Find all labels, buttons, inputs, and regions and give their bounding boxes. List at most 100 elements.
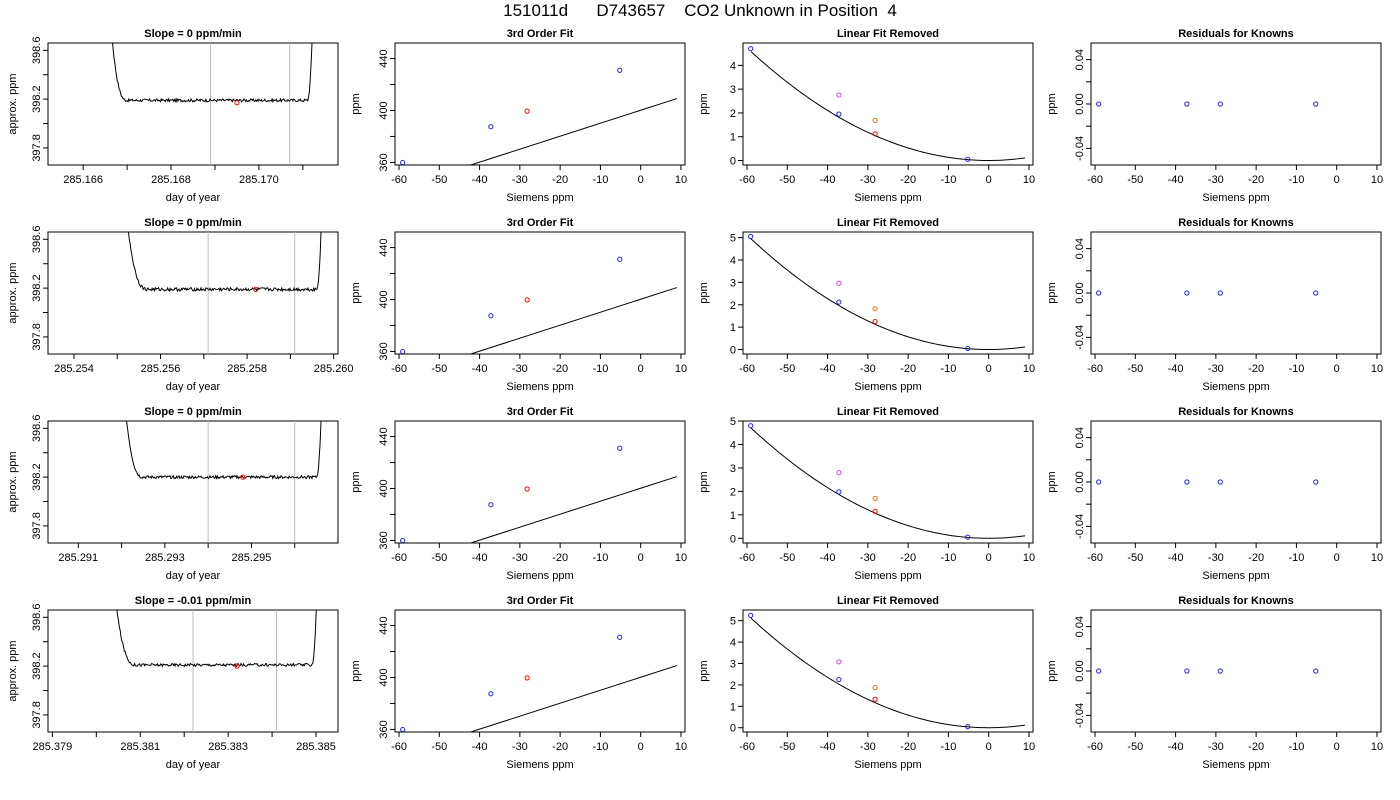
y-tick-label: 4 [730,60,736,72]
unknown-point [524,108,530,114]
x-tick-label: 10 [1371,741,1383,753]
residual-point [1184,479,1190,485]
y-tick-label: 397.8 [31,134,43,162]
residual-point [1096,479,1102,485]
x-tick-label: 285.260 [314,363,354,375]
x-tick-label: -40 [820,174,836,186]
known-point [400,159,406,165]
y-tick-label: 1 [730,132,736,144]
y-tick-label: 3 [730,277,736,289]
x-tick-label: -10 [940,552,956,564]
x-axis-label: Siemens ppm [1202,570,1269,582]
y-tick-label: 2 [730,300,736,312]
x-tick-label: -20 [552,552,568,564]
known-point [400,726,406,732]
y-tick-label: 2 [730,680,736,692]
known-point [748,46,754,52]
plot-frame [1090,420,1382,544]
x-tick-label: 285.166 [63,174,103,186]
plot-frame [47,231,339,355]
panel-title: 3rd Order Fit [507,595,574,607]
y-axis-label: ppm [350,282,362,303]
plot-area [112,43,313,165]
unknown-point [524,486,530,492]
x-axis-label: Siemens ppm [1202,192,1269,204]
x-tick-label: 10 [675,552,687,564]
panel-title: Residuals for Knowns [1178,217,1294,229]
x-tick-label: 285.385 [296,741,336,753]
y-tick-label: -0.04 [1074,136,1086,161]
panel-residuals-row-4: Residuals for Knowns Siemens ppm ppm -60 -50… [1046,595,1383,771]
y-tick-label: 400 [378,668,390,686]
x-tick-label: -30 [512,741,528,753]
plot-area [1096,290,1319,296]
y-axis-label: approx. ppm [7,640,19,701]
x-tick-label: 285.383 [208,741,248,753]
x-axis-label: day of year [166,570,221,582]
known-point [748,233,754,240]
y-tick-label: 1 [730,701,736,713]
panel-title: Slope = 0 ppm/min [144,406,242,418]
x-tick-label: 10 [1371,363,1383,375]
unknown-fit-point [872,495,878,502]
y-axis-label: approx. ppm [7,451,19,512]
y-tick-label: 360 [378,153,390,171]
x-tick-label: 285.293 [145,552,185,564]
known-point [748,423,754,429]
plot-area [116,610,317,732]
x-tick-label: 285.295 [232,552,272,564]
x-tick-label: 10 [675,741,687,753]
plot-frame [742,42,1034,166]
residual-point [1217,479,1223,485]
x-tick-label: -20 [552,741,568,753]
known-point [836,489,842,495]
x-tick-label: -20 [900,552,916,564]
known-point [400,537,406,543]
x-tick-label: -50 [1127,552,1143,564]
x-tick-label: -50 [779,363,795,375]
x-tick-label: 0 [1334,363,1340,375]
plot-area [400,256,678,354]
x-tick-label: -60 [391,363,407,375]
x-tick-label: -40 [1168,174,1184,186]
known-point [488,124,494,130]
x-tick-label: -30 [512,174,528,186]
x-tick-label: 0 [638,174,644,186]
x-tick-label: -20 [1248,363,1264,375]
residual-point [1313,668,1319,674]
plot-area [748,46,1026,162]
x-tick-label: -10 [1288,363,1304,375]
x-axis-label: day of year [166,381,221,393]
x-tick-label: 10 [675,363,687,375]
x-axis-label: Siemens ppm [1202,759,1269,771]
x-tick-label: 285.291 [58,552,98,564]
y-tick-label: 440 [378,616,390,634]
panel-residuals-row-3: Residuals for Knowns Siemens ppm ppm -60 -50… [1046,406,1383,582]
fit-curve [750,238,1026,351]
x-tick-label: 0 [986,552,992,564]
x-tick-label: -30 [860,174,876,186]
x-tick-label: -40 [820,741,836,753]
plot-area [1096,479,1319,485]
x-axis-label: Siemens ppm [1202,381,1269,393]
x-tick-label: -30 [860,552,876,564]
y-tick-label: 398.2 [31,85,43,113]
y-tick-label: 398.6 [31,604,43,632]
x-tick-label: -30 [1208,174,1224,186]
residual-point [1184,290,1190,296]
known-point [488,691,494,697]
x-tick-label: -60 [1087,174,1103,186]
y-tick-label: 0.00 [1074,660,1086,681]
x-tick-label: -50 [431,741,447,753]
y-tick-label: 3 [730,463,736,475]
plot-frame [394,609,686,733]
x-tick-label: -40 [820,363,836,375]
y-tick-label: 440 [378,427,390,445]
y-tick-label: 398.2 [31,652,43,680]
plot-frame [1090,42,1382,166]
panel-fit-row-4: 3rd Order Fit Siemens ppm ppm -60 -50 -40 -30 -… [350,595,687,771]
residual-point [1313,290,1319,296]
x-tick-label: -40 [1168,552,1184,564]
panel-title: Linear Fit Removed [837,28,939,40]
series-line [112,43,313,104]
